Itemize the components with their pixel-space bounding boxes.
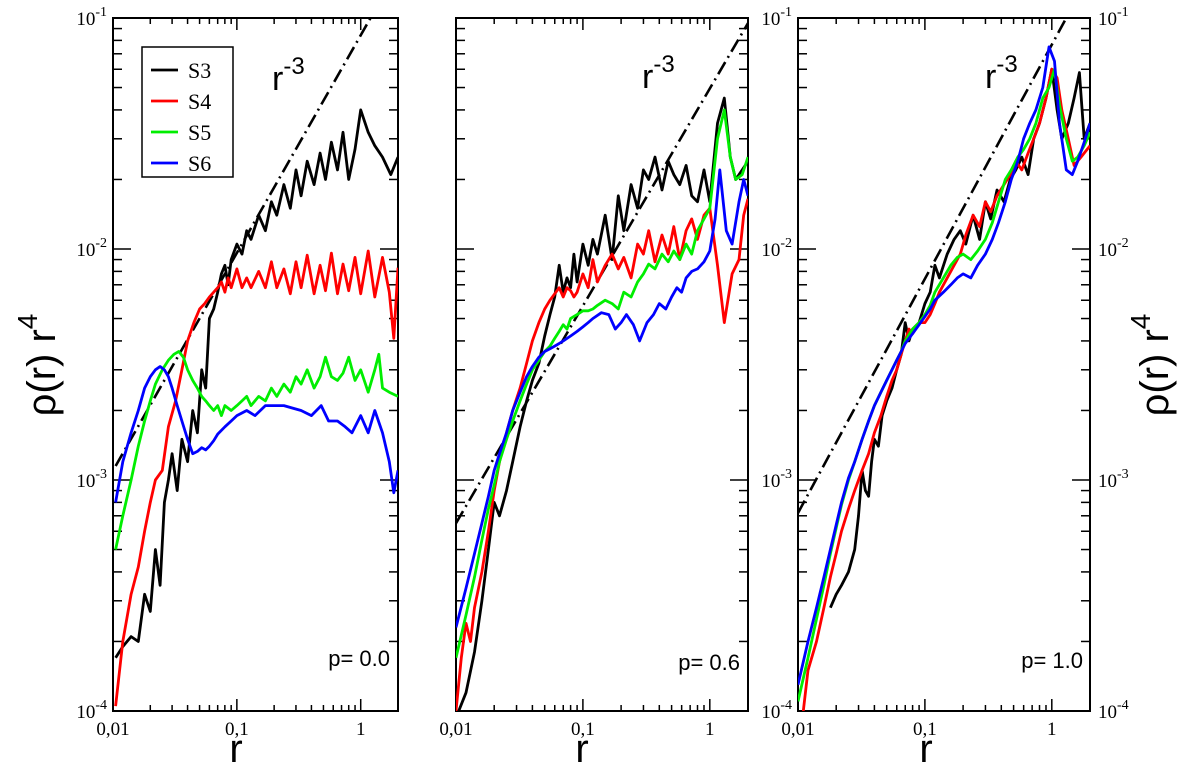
series-line-s3	[457, 96, 748, 711]
y-tick-label: 10-2	[76, 236, 107, 261]
y-tick-label-exponent: -2	[780, 236, 792, 251]
panels-layer: 0,01 0,1 110-410-310-210-1r-3p= 0.00,01 0,1…	[76, 5, 1128, 740]
powerlaw-label-base: r	[985, 58, 996, 96]
xlabel-middle: r	[575, 727, 588, 770]
series-line-s3	[829, 67, 1090, 609]
y-tick-label-right-exponent: -4	[1117, 698, 1129, 713]
series-line-s3	[114, 108, 398, 659]
powerlaw-label: r-3	[272, 53, 305, 98]
powerlaw-label-exponent: -3	[283, 53, 304, 80]
x-tick-label: 0,1	[571, 719, 595, 740]
y-tick-label-exponent: -3	[780, 467, 792, 482]
y-tick-label: 10-4	[761, 698, 792, 723]
y-tick-label-base: 10	[76, 9, 95, 30]
panel-frame	[455, 17, 749, 712]
y-tick-label-exponent: -1	[95, 5, 107, 20]
x-tick-label: 0,1	[225, 719, 249, 740]
panel-annotation: p= 0.0	[328, 646, 390, 671]
y-tick-label-base: 10	[761, 240, 780, 261]
y-tick-label-exponent: -3	[95, 467, 107, 482]
xlabel-right: r	[919, 727, 932, 770]
y-tick-label-right: 10-1	[1098, 5, 1129, 30]
y-tick-label-right-exponent: -3	[1117, 467, 1129, 482]
ylabel-left: ρ(r) r4	[12, 314, 64, 417]
series-line-s4	[114, 249, 398, 707]
y-tick-label-exponent: -4	[780, 698, 792, 713]
ylabel-right-text: ρ(r) r	[1133, 329, 1177, 416]
y-tick-label: 10-4	[76, 698, 107, 723]
legend: S3 S4 S5 S6	[141, 46, 234, 178]
x-tick-label: 0,01	[781, 719, 814, 740]
ylabel-right: ρ(r) r4	[1125, 314, 1177, 417]
series-line-s5	[114, 350, 398, 550]
svg-text:ρ(r) r4: ρ(r) r4	[1125, 314, 1177, 417]
panel-annotation: p= 0.6	[678, 650, 740, 675]
legend-label-s5: S5	[188, 120, 211, 145]
y-tick-label-exponent: -1	[780, 5, 792, 20]
y-tick-label: 10-1	[76, 5, 107, 30]
y-tick-label: 10-3	[76, 467, 107, 492]
series-line-s6	[798, 45, 1090, 686]
y-tick-label-base: 10	[761, 471, 780, 492]
x-tick-label: 1	[705, 719, 715, 740]
panel-1: 0,01 0,1 110-410-310-210-1r-3p= 0.0	[76, 5, 399, 740]
legend-label-s6: S6	[188, 151, 211, 176]
powerlaw-label-base: r	[272, 60, 283, 98]
panel-annotation: p= 1.0	[1021, 648, 1083, 673]
panel-frame	[112, 17, 399, 712]
panel-2: 0,01 0,1 1 r-3 p= 0.6	[439, 17, 749, 740]
x-tick-label: 0,01	[439, 719, 472, 740]
ylabel-left-exponent: 4	[12, 314, 43, 330]
powerlaw-line	[798, 18, 1068, 514]
y-tick-label-right: 10-3	[1098, 467, 1129, 492]
ylabel-right-exponent: 4	[1125, 314, 1156, 330]
panel-3: 0,01 0,1 110-4 10-410-3 10-310-2 10-210-1 10-1…	[761, 5, 1128, 740]
y-tick-label-base: 10	[761, 9, 780, 30]
y-tick-label-base: 10	[76, 471, 95, 492]
powerlaw-line	[114, 18, 372, 467]
y-tick-label-base: 10	[761, 702, 780, 723]
y-tick-label-base: 10	[76, 702, 95, 723]
powerlaw-label: r-3	[985, 51, 1018, 96]
y-tick-label-exponent: -4	[95, 698, 107, 713]
y-tick-label-right: 10-4	[1098, 698, 1129, 723]
powerlaw-label-exponent: -3	[996, 51, 1017, 78]
y-tick-label-right-base: 10	[1098, 702, 1117, 723]
ylabel-left-text: ρ(r) r	[20, 329, 64, 416]
y-tick-label: 10-1	[761, 5, 792, 30]
powerlaw-label: r-3	[642, 51, 675, 96]
legend-box	[141, 46, 234, 178]
series-line-s5	[798, 67, 1090, 702]
y-tick-label-right-exponent: -2	[1117, 236, 1129, 251]
x-tick-label: 0,1	[913, 719, 937, 740]
x-tick-label: 1	[1047, 719, 1057, 740]
series-line-s6	[456, 168, 748, 628]
legend-label-s4: S4	[188, 89, 211, 114]
y-tick-label-right-base: 10	[1098, 240, 1117, 261]
y-tick-label-right: 10-2	[1098, 236, 1129, 261]
y-tick-label-right-exponent: -1	[1117, 5, 1129, 20]
xlabel-left: r	[229, 727, 242, 770]
powerlaw-label-base: r	[642, 58, 653, 96]
legend-label-s3: S3	[188, 58, 211, 83]
series-line-s6	[114, 365, 398, 503]
y-tick-label: 10-3	[761, 467, 792, 492]
x-tick-label: 1	[356, 719, 366, 740]
y-tick-label: 10-2	[761, 236, 792, 261]
panel-frame	[797, 17, 1091, 712]
y-tick-label-exponent: -2	[95, 236, 107, 251]
y-tick-label-right-base: 10	[1098, 471, 1117, 492]
x-tick-label: 0,01	[96, 719, 129, 740]
powerlaw-label-exponent: -3	[653, 51, 674, 78]
svg-text:ρ(r) r4: ρ(r) r4	[12, 314, 64, 417]
series-line-s5	[456, 108, 748, 659]
y-tick-label-right-base: 10	[1098, 9, 1117, 30]
series-line-s4	[801, 67, 1090, 711]
y-tick-label-base: 10	[76, 240, 95, 261]
